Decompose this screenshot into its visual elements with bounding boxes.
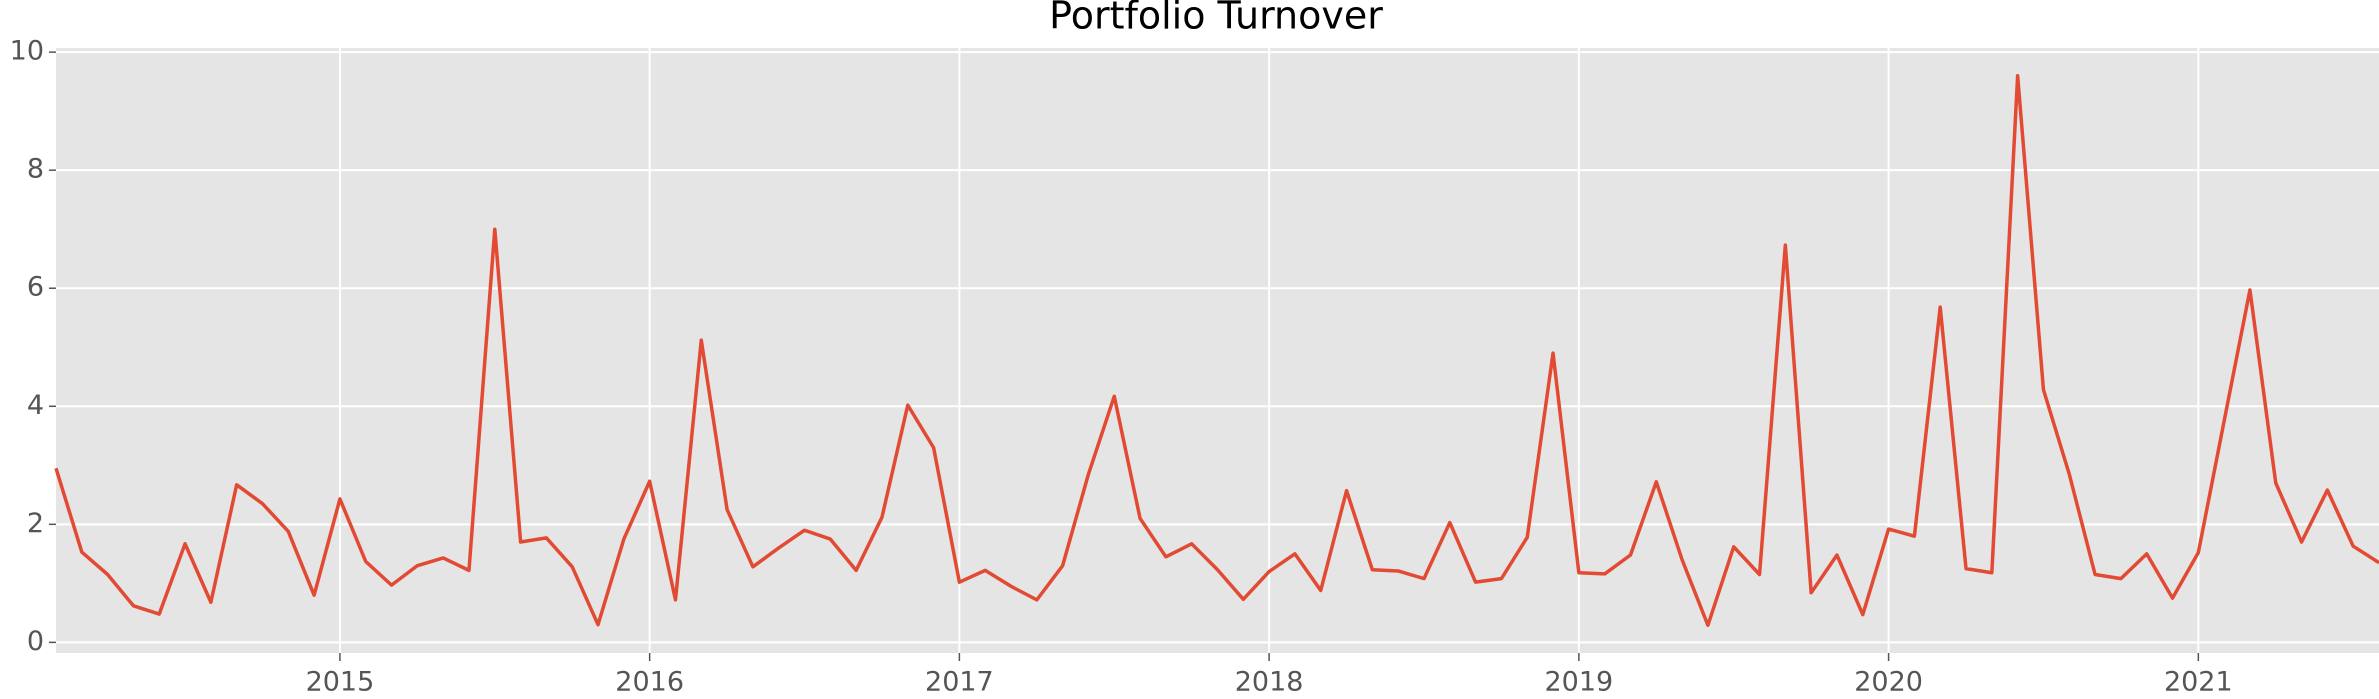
x-tick-label: 2015	[306, 667, 375, 698]
x-tick-label: 2019	[1544, 667, 1613, 698]
y-tick-label: 2	[27, 508, 44, 539]
chart-title: Portfolio Turnover	[1049, 0, 1383, 38]
x-tick-label: 2021	[2164, 667, 2233, 698]
x-tick-label: 2016	[615, 667, 684, 698]
y-tick-label: 10	[10, 36, 44, 67]
y-tick-label: 0	[27, 626, 44, 657]
plot-background	[56, 48, 2379, 653]
y-tick-label: 8	[27, 154, 44, 185]
y-tick-label: 4	[27, 390, 44, 421]
x-tick-label: 2018	[1235, 667, 1304, 698]
y-tick-label: 6	[27, 272, 44, 303]
line	[54, 73, 2379, 628]
x-tick-label: 2020	[1854, 667, 1923, 698]
x-tick-label: 2017	[925, 667, 994, 698]
